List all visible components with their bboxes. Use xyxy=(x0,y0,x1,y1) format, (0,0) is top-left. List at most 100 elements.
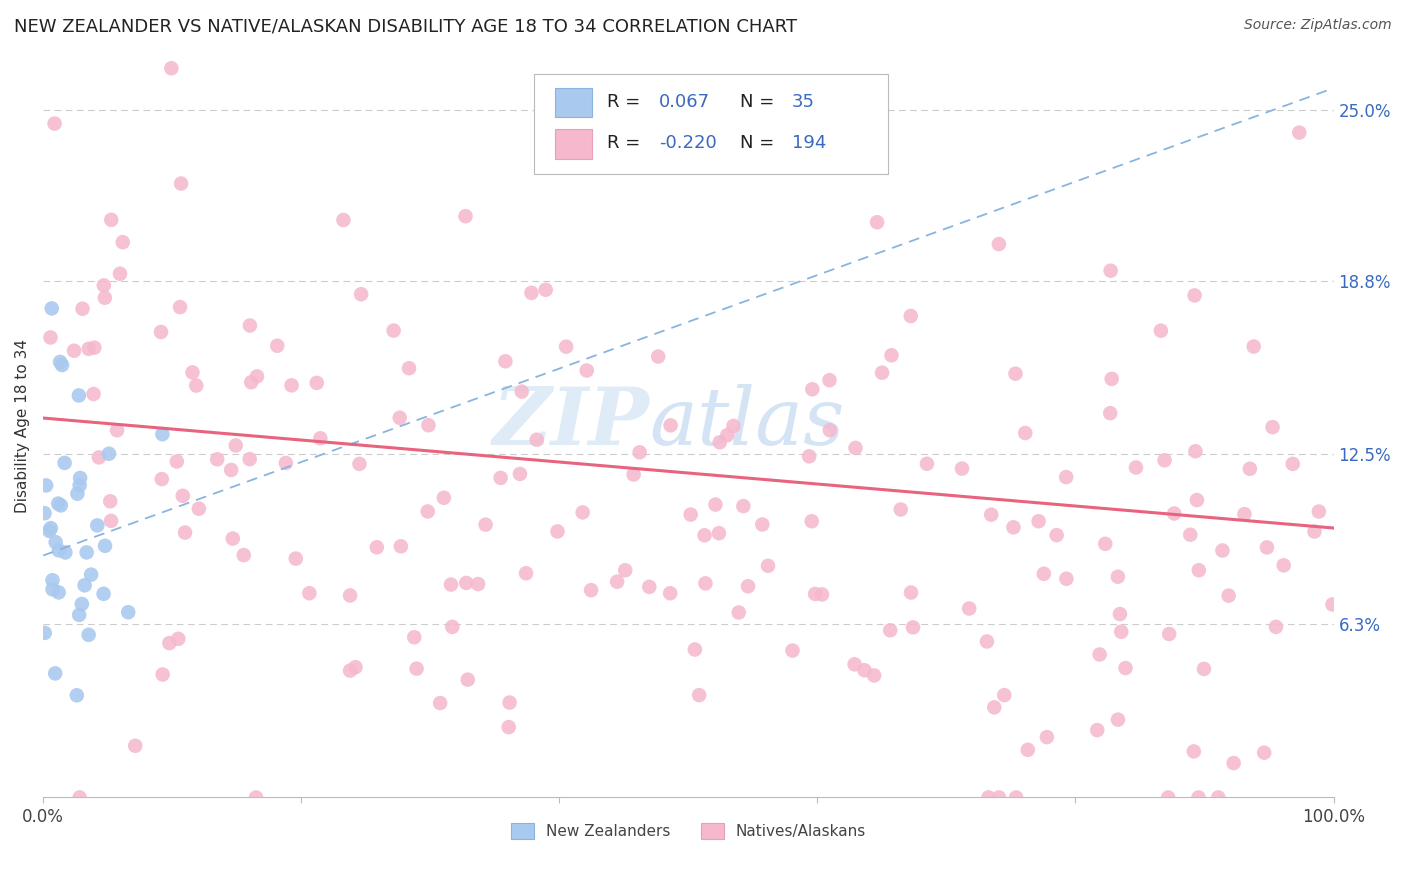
Point xyxy=(659,586,682,600)
Point xyxy=(94,539,117,553)
Text: N =: N = xyxy=(740,93,780,111)
Point xyxy=(1243,339,1265,353)
Point xyxy=(1264,620,1286,634)
Point xyxy=(977,790,1000,805)
Point xyxy=(1163,507,1185,521)
Point xyxy=(579,583,602,598)
Point xyxy=(219,463,242,477)
Point xyxy=(429,696,451,710)
Point xyxy=(70,597,93,611)
Point xyxy=(1239,462,1261,476)
Point xyxy=(782,643,804,657)
Point xyxy=(350,287,373,301)
Point xyxy=(1218,589,1240,603)
Text: 0.067: 0.067 xyxy=(658,93,710,111)
Legend: New Zealanders, Natives/Alaskans: New Zealanders, Natives/Alaskans xyxy=(505,817,872,846)
Point xyxy=(1185,493,1208,508)
Point xyxy=(67,388,90,402)
Point xyxy=(800,514,823,528)
Point xyxy=(266,339,288,353)
Point xyxy=(48,543,70,558)
Point xyxy=(853,663,876,677)
Point xyxy=(382,324,405,338)
Point xyxy=(693,528,716,542)
Point xyxy=(1109,624,1132,639)
Point xyxy=(1088,648,1111,662)
Point xyxy=(48,585,70,599)
Point xyxy=(111,235,134,250)
Point xyxy=(305,376,328,390)
Point xyxy=(866,215,889,229)
Point xyxy=(623,467,645,482)
Point xyxy=(1115,661,1137,675)
Point xyxy=(456,576,478,591)
Point xyxy=(1099,263,1122,277)
Point xyxy=(1211,543,1233,558)
Point xyxy=(94,291,117,305)
Point xyxy=(679,508,702,522)
Text: NEW ZEALANDER VS NATIVE/ALASKAN DISABILITY AGE 18 TO 34 CORRELATION CHART: NEW ZEALANDER VS NATIVE/ALASKAN DISABILI… xyxy=(14,18,797,36)
Point xyxy=(1099,406,1122,420)
Point xyxy=(454,209,477,223)
Point xyxy=(707,526,730,541)
Point xyxy=(1256,541,1278,555)
Point xyxy=(811,587,834,601)
Point xyxy=(467,577,489,591)
Point xyxy=(172,489,194,503)
Y-axis label: Disability Age 18 to 34: Disability Age 18 to 34 xyxy=(15,339,30,513)
Point xyxy=(35,478,58,492)
Point xyxy=(404,630,426,644)
Point xyxy=(1157,790,1180,805)
Point xyxy=(225,438,247,452)
Point xyxy=(44,666,66,681)
Point xyxy=(494,354,516,368)
Point xyxy=(46,497,69,511)
Text: 35: 35 xyxy=(792,93,814,111)
Point xyxy=(69,471,91,485)
Point xyxy=(614,563,637,577)
Point xyxy=(1233,507,1256,521)
Point xyxy=(441,620,464,634)
Point xyxy=(727,606,749,620)
Point xyxy=(1002,520,1025,534)
Point xyxy=(389,539,412,553)
Point xyxy=(950,461,973,475)
Point xyxy=(900,309,922,323)
Point xyxy=(976,634,998,648)
Text: -0.220: -0.220 xyxy=(658,135,717,153)
Point xyxy=(606,574,628,589)
Point xyxy=(901,620,924,634)
Point xyxy=(245,790,267,805)
Point xyxy=(280,378,302,392)
Point xyxy=(659,418,682,433)
Point xyxy=(174,525,197,540)
Point xyxy=(1261,420,1284,434)
Point xyxy=(222,532,245,546)
Point xyxy=(169,300,191,314)
Point xyxy=(246,369,269,384)
Point xyxy=(105,423,128,437)
Point xyxy=(93,278,115,293)
Text: 194: 194 xyxy=(792,135,825,153)
Point xyxy=(284,551,307,566)
Point xyxy=(489,471,512,485)
Point xyxy=(1272,558,1295,573)
Point xyxy=(34,506,56,520)
Point xyxy=(1150,324,1173,338)
Point xyxy=(86,518,108,533)
Point xyxy=(418,418,440,433)
Point xyxy=(1187,790,1209,805)
Point xyxy=(647,350,669,364)
Point xyxy=(49,355,72,369)
Point xyxy=(1184,288,1206,302)
Point xyxy=(818,373,841,387)
Point xyxy=(575,363,598,377)
Point xyxy=(152,427,174,442)
Point xyxy=(152,667,174,681)
Point xyxy=(97,447,120,461)
Point xyxy=(150,325,173,339)
Point xyxy=(339,664,361,678)
Point xyxy=(510,384,533,399)
Point xyxy=(49,499,72,513)
Point xyxy=(63,343,86,358)
